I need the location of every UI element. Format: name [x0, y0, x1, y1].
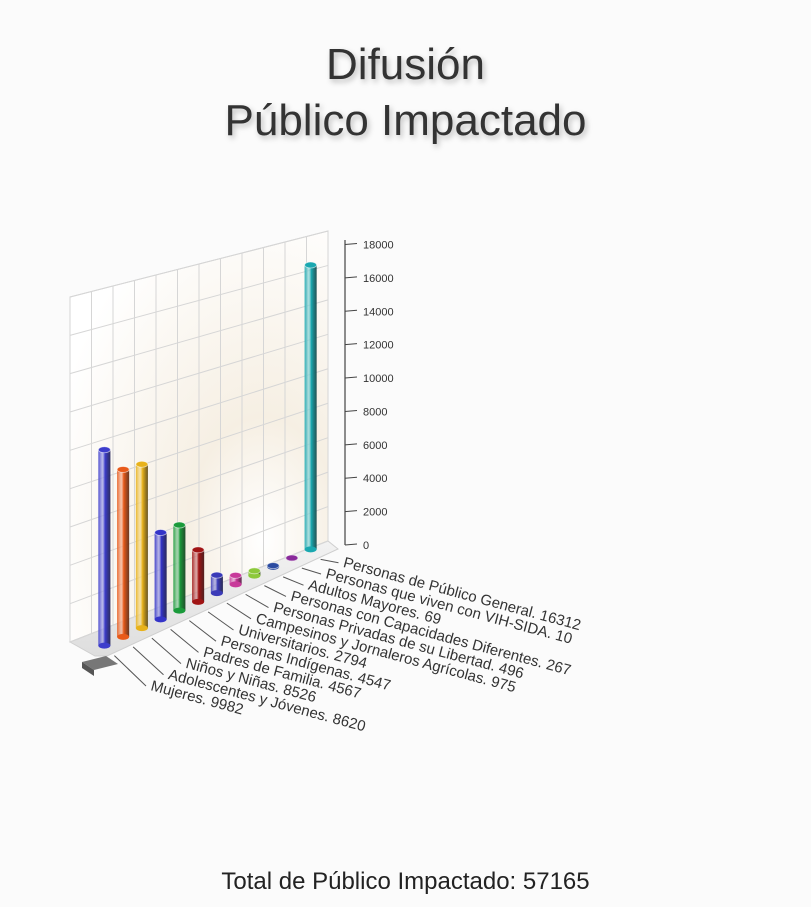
bar-body: [229, 575, 242, 585]
bar: [172, 521, 186, 614]
bar-top: [285, 554, 299, 562]
bar-body: [304, 265, 317, 550]
bar: [229, 571, 243, 588]
bar-body: [210, 575, 223, 594]
y-tick-mark: [344, 376, 358, 379]
y-tick-label: 2000: [363, 507, 387, 519]
corner-block-side: [82, 662, 94, 676]
y-tick-label: 10000: [363, 373, 394, 385]
bar-tint: [135, 464, 148, 629]
bar-tint: [304, 265, 317, 550]
x-tick-mark: [264, 585, 287, 597]
bar-base: [248, 572, 261, 579]
bar-top: [266, 562, 280, 570]
bar-top: [210, 571, 224, 579]
bar-tint: [210, 575, 223, 594]
bar: [97, 446, 111, 649]
bar-top: [247, 567, 261, 575]
bar-top: [135, 460, 149, 468]
y-tick-label: 4000: [363, 473, 387, 485]
bar-tint: [173, 525, 186, 611]
bar-top: [154, 529, 168, 536]
y-tick-label: 14000: [363, 306, 394, 318]
bar-base: [117, 633, 130, 640]
x-tick-mark: [282, 576, 304, 586]
bar-tint: [117, 469, 130, 637]
y-tick-mark: [344, 543, 358, 546]
bar-base: [154, 616, 167, 623]
x-tick-mark: [170, 628, 199, 653]
bar-body: [192, 549, 205, 602]
bar-body: [117, 469, 130, 637]
y-tick-label: 16000: [363, 273, 394, 285]
bar-tint: [98, 449, 111, 646]
bar: [285, 554, 299, 562]
bar: [154, 529, 168, 623]
bar-base: [229, 581, 242, 588]
y-tick-mark: [344, 309, 358, 312]
x-tick-mark: [151, 637, 182, 664]
bar-base: [173, 607, 186, 614]
bar-top: [304, 261, 318, 269]
bar: [210, 571, 224, 597]
bar-base: [135, 625, 148, 632]
y-tick-mark: [344, 476, 358, 479]
y-tick-label: 6000: [363, 440, 387, 452]
x-tick-mark: [189, 620, 217, 642]
x-tick-mark: [320, 558, 339, 564]
y-tick-mark: [344, 343, 358, 346]
bar-tint: [192, 549, 205, 602]
bar-body: [154, 532, 167, 620]
bar-base: [192, 598, 205, 605]
y-tick-mark: [344, 443, 358, 446]
bar: [191, 546, 205, 605]
bar-base: [98, 642, 111, 649]
bar-tint: [154, 532, 167, 620]
y-tick-mark: [344, 243, 358, 245]
chart-title-line1: Difusión: [326, 40, 485, 89]
bar: [266, 562, 280, 570]
bar: [247, 567, 261, 579]
bar-top: [116, 466, 130, 473]
bar-body: [98, 449, 111, 646]
bar-top: [97, 446, 111, 454]
bar: [304, 261, 318, 553]
y-tick-label: 8000: [363, 406, 387, 418]
y-tick-label: 0: [363, 540, 369, 552]
bar-base: [304, 546, 317, 553]
bar-top: [191, 546, 205, 554]
bar-tint: [229, 575, 242, 585]
total-text: Total de Público Impactado: 57165: [221, 868, 590, 895]
y-tick-label: 12000: [363, 340, 394, 352]
bar: [116, 466, 130, 640]
x-tick-mark: [226, 602, 252, 620]
x-tick-mark: [207, 611, 234, 631]
y-tick-label: 18000: [363, 240, 394, 252]
y-tick-mark: [344, 276, 358, 279]
bar-body: [135, 464, 148, 629]
bar-body: [173, 525, 186, 611]
x-tick-mark: [301, 567, 322, 575]
bar-top: [172, 521, 186, 529]
corner-block: [82, 656, 118, 670]
y-tick-mark: [344, 510, 358, 513]
x-tick-mark: [132, 646, 164, 676]
bar-base: [210, 590, 223, 597]
y-tick-mark: [344, 409, 358, 412]
chart-title-line2: Público Impactado: [224, 96, 587, 145]
x-tick-mark: [114, 655, 147, 687]
x-tick-mark: [245, 593, 269, 609]
bar: [135, 460, 149, 632]
bar-top: [229, 571, 243, 579]
